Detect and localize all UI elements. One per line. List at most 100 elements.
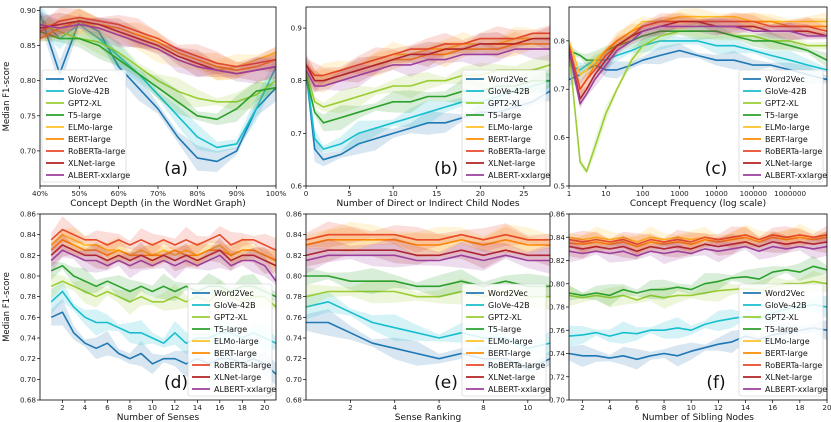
x-tick-label: 0 bbox=[304, 189, 309, 198]
x-tick-label: 1000 bbox=[670, 189, 689, 198]
legend-entry-7: XLNet-large bbox=[68, 159, 115, 168]
legend-entry-6: RoBERTa-large bbox=[214, 361, 271, 370]
y-tick-label: 0.70 bbox=[286, 375, 302, 384]
legend-entry-2: GPT2-XL bbox=[68, 99, 102, 108]
panel-label: (f) bbox=[706, 373, 725, 393]
series-line-8 bbox=[569, 25, 827, 105]
series-band-1 bbox=[306, 58, 550, 153]
x-tick-label: 10000 bbox=[705, 189, 728, 198]
y-tick-label: 0.76 bbox=[286, 313, 302, 322]
legend-entry-1: GloVe-42B bbox=[68, 87, 110, 96]
series-line-7 bbox=[50, 244, 276, 267]
y-tick-label: 0.84 bbox=[549, 233, 565, 242]
x-tick-label: 50% bbox=[71, 189, 87, 198]
legend-entry-7: XLNet-large bbox=[214, 373, 261, 382]
series-line-6 bbox=[306, 32, 550, 77]
y-tick-label: 0.84 bbox=[20, 230, 36, 239]
series-band-8 bbox=[306, 242, 550, 274]
legend-entry-6: RoBERTa-large bbox=[68, 147, 125, 156]
legend-entry-0: Word2Vec bbox=[765, 75, 805, 84]
x-tick-label: 4 bbox=[392, 403, 397, 412]
legend-entry-1: GloVe-42B bbox=[765, 301, 807, 310]
axes-frame bbox=[568, 6, 828, 187]
legend-entry-3: T5-large bbox=[487, 111, 521, 120]
series-band-7 bbox=[40, 12, 276, 82]
legend-box bbox=[461, 69, 547, 183]
legend-entry-5: BERT-large bbox=[214, 349, 257, 358]
y-tick-label: 0.80 bbox=[20, 272, 36, 281]
series-line-6 bbox=[50, 228, 276, 251]
legend: Word2Vec GloVe-42B GPT2-XL T5-large ELMo-lar… bbox=[41, 69, 130, 183]
series-band-7 bbox=[569, 16, 827, 107]
legend-entry-3: T5-large bbox=[67, 111, 101, 120]
x-tick-label: 8 bbox=[128, 403, 133, 412]
x-tick-label: 10 bbox=[523, 403, 533, 412]
y-tick-label: 0.74 bbox=[20, 334, 36, 343]
series-band-8 bbox=[40, 11, 276, 84]
x-tick-label: 25 bbox=[519, 189, 528, 198]
legend-entry-3: T5-large bbox=[764, 325, 798, 334]
series-band-8 bbox=[306, 37, 550, 93]
legend-entry-3: T5-large bbox=[764, 111, 798, 120]
legend-entry-8: ALBERT-xxlarge bbox=[488, 171, 550, 180]
axes-frame bbox=[305, 213, 551, 401]
legend-entry-1: GloVe-42B bbox=[765, 87, 807, 96]
series-band-8 bbox=[51, 242, 276, 285]
y-tick-label: 0.72 bbox=[549, 372, 565, 381]
series-band-6 bbox=[40, 7, 276, 75]
legend-entry-8: ALBERT-xxlarge bbox=[68, 171, 130, 180]
series-line-5 bbox=[569, 236, 827, 248]
legend-entry-5: BERT-large bbox=[68, 135, 111, 144]
legend-entry-3: T5-large bbox=[213, 325, 247, 334]
panel-label: (b) bbox=[434, 159, 458, 179]
legend-entry-8: ALBERT-xxlarge bbox=[765, 171, 827, 180]
series-group bbox=[569, 223, 827, 370]
x-tick-label: 6 bbox=[105, 403, 110, 412]
y-tick-label: 0.82 bbox=[549, 256, 565, 265]
y-tick-label: 0.6 bbox=[291, 182, 303, 191]
legend-entry-0: Word2Vec bbox=[214, 289, 254, 298]
legend-entry-4: ELMo-large bbox=[765, 123, 810, 132]
series-line-7 bbox=[306, 37, 550, 82]
y-tick-label: 0.78 bbox=[20, 292, 36, 301]
y-tick-label: 0.78 bbox=[286, 292, 302, 301]
series-line-5 bbox=[306, 239, 550, 246]
x-tick-label: 6 bbox=[437, 403, 442, 412]
series-band-2 bbox=[306, 53, 550, 114]
series-line-8 bbox=[306, 254, 550, 262]
series-line-6 bbox=[40, 16, 276, 68]
x-tick-label: 4 bbox=[83, 403, 88, 412]
x-tick-label: 2 bbox=[348, 403, 353, 412]
y-tick-label: 0.70 bbox=[20, 375, 36, 384]
x-tick-label: 2 bbox=[60, 403, 65, 412]
x-tick-label: 16 bbox=[768, 403, 778, 412]
series-band-4 bbox=[569, 8, 827, 79]
y-tick-label: 0.70 bbox=[549, 396, 565, 405]
y-tick-label: 0.84 bbox=[286, 230, 302, 239]
y-tick-label: 0.76 bbox=[549, 326, 565, 335]
axes-frame bbox=[305, 6, 551, 187]
y-tick-label: 0.5 bbox=[554, 182, 565, 191]
legend-entry-4: ELMo-large bbox=[214, 337, 259, 346]
series-band-4 bbox=[51, 227, 276, 271]
series-band-0 bbox=[306, 62, 550, 167]
panel-label: (c) bbox=[705, 159, 728, 179]
panel-e: 0.68 0.70 0.72 0.74 0.76 0.78 0.80 0.82 0.84 0.86… bbox=[286, 210, 551, 422]
legend-entry-2: GPT2-XL bbox=[214, 313, 248, 322]
x-axis-label: Number of Direct or Indirect Child Nodes bbox=[336, 199, 519, 209]
y-tick-label: 0.70 bbox=[20, 146, 36, 155]
x-tick-label: 70% bbox=[150, 189, 166, 198]
x-tick-label: 2 bbox=[580, 403, 585, 412]
legend-box bbox=[41, 69, 127, 183]
legend: Word2Vec GloVe-42B GPT2-XL T5-large ELMo-lar… bbox=[738, 69, 827, 183]
legend-entry-0: Word2Vec bbox=[488, 289, 528, 298]
y-tick-label: 0.7 bbox=[291, 129, 302, 138]
legend-entry-7: XLNet-large bbox=[765, 373, 812, 382]
y-tick-label: 0.86 bbox=[549, 210, 565, 219]
y-tick-label: 0.82 bbox=[20, 251, 36, 260]
legend-box bbox=[738, 69, 824, 183]
y-axis-label: Median F1-score bbox=[2, 272, 12, 342]
x-tick-label: 80% bbox=[189, 189, 205, 198]
legend-entry-7: XLNet-large bbox=[488, 159, 535, 168]
